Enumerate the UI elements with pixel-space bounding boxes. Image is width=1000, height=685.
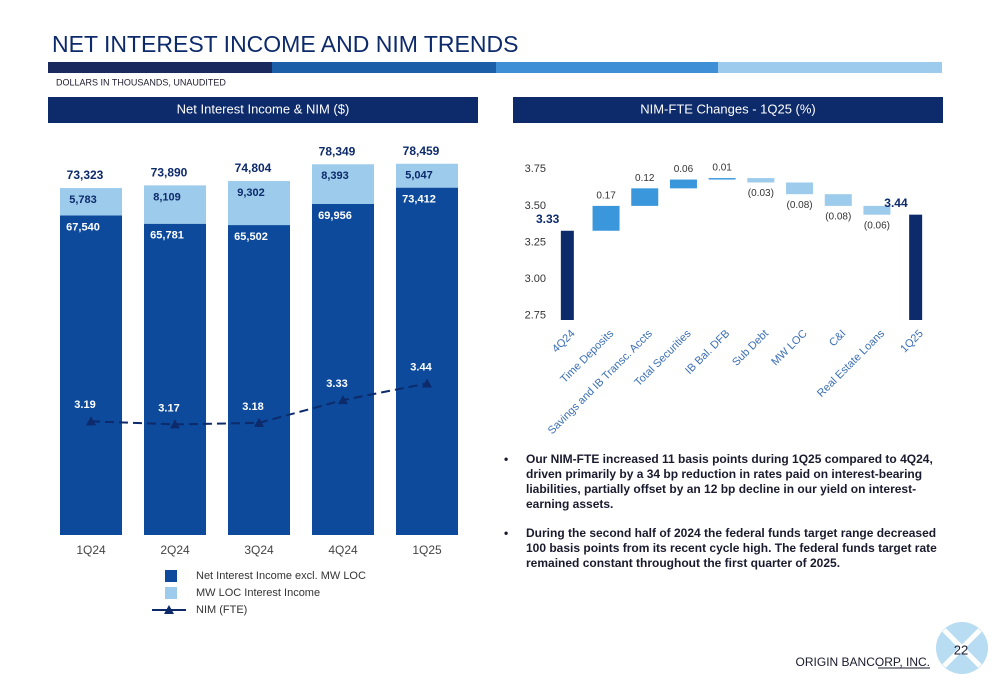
waterfall-bar [708,178,736,180]
waterfall-bar [592,205,620,231]
x-tick-label: MW LOC [769,328,809,368]
bullet: During the second half of 2024 the feder… [500,526,940,571]
x-tick-label: 3Q24 [244,543,274,557]
bar-segment [144,185,206,224]
nim-marker [254,417,264,427]
bar-segment [144,223,206,535]
nim-marker [338,395,348,405]
nim-marker [170,419,180,429]
chart-title: Net Interest Income & NIM ($) [177,101,350,116]
data-label: 0.17 [596,191,616,202]
bar-segment [312,203,374,535]
data-label: (0.03) [748,188,774,199]
title-band [272,62,496,73]
nim-label: 3.44 [410,361,432,373]
legend-swatch [165,587,177,599]
y-tick-label: 3.75 [525,163,546,175]
data-label: 0.01 [712,163,732,174]
x-tick-label: 4Q24 [328,543,358,557]
data-label: 73,412 [402,194,436,206]
waterfall-bar [669,179,697,189]
data-label: 0.06 [674,164,694,175]
x-tick-label: 1Q25 [898,328,926,356]
legend-swatch [165,570,177,582]
total-label: 74,804 [235,161,272,175]
page-number: 22 [954,642,968,657]
legend-label: NIM (FTE) [196,604,247,616]
nim-label: 3.19 [74,399,95,411]
nim-label: 3.18 [242,401,263,413]
bullets: Our NIM-FTE increased 11 basis points du… [500,452,940,585]
chart-header [48,97,478,123]
x-tick-label: C&I [827,328,848,349]
y-tick-label: 3.00 [525,273,546,285]
title-band [496,62,718,73]
logo-mark [942,628,982,668]
bar-segment [228,225,290,535]
waterfall-bar [631,188,659,206]
bar-segment [312,164,374,204]
data-label: 9,302 [237,187,265,199]
waterfall-bar [747,178,775,183]
nim-label: 3.33 [326,378,347,390]
x-tick-label: 4Q24 [550,328,578,356]
waterfall-bar [824,194,852,206]
title-band [48,62,272,73]
subtitle: DOLLARS IN THOUSANDS, UNAUDITED [56,77,226,87]
data-label: 3.44 [884,196,908,210]
x-tick-label: 2Q24 [160,543,190,557]
data-label: 3.33 [536,212,560,226]
chart-header [513,97,943,123]
y-tick-label: 3.25 [525,236,546,248]
bullet: Our NIM-FTE increased 11 basis points du… [500,452,940,512]
waterfall-bar [560,230,574,320]
total-label: 78,459 [403,144,440,158]
nim-marker [86,416,96,426]
total-label: 78,349 [319,144,356,158]
data-label: 67,540 [66,221,100,233]
data-label: (0.08) [786,200,812,211]
x-tick-label: 1Q25 [412,543,442,557]
y-tick-label: 2.75 [525,310,546,322]
x-tick-label: Sub Debt [730,328,771,369]
bar-segment [60,215,122,536]
bar-segment [396,187,458,535]
title-band [718,62,942,73]
data-label: 8,109 [153,191,181,203]
footer-company: ORIGIN BANCORP, INC. [796,655,930,669]
data-label: 65,502 [234,231,268,243]
nim-label: 3.17 [158,402,179,414]
data-label: (0.06) [864,220,890,231]
data-label: 5,047 [405,170,433,182]
bar-segment [60,188,122,216]
total-label: 73,890 [151,166,188,180]
bar-segment [396,163,458,188]
waterfall-bar [863,205,891,215]
x-tick-label: Real Estate Loans [815,327,887,399]
waterfall-bar [786,182,814,195]
data-label: 5,783 [69,194,97,206]
x-tick-label: 1Q24 [76,543,106,557]
data-label: 0.12 [635,173,655,184]
bar-segment [228,181,290,226]
slide-title: NET INTEREST INCOME AND NIM TRENDS [52,31,518,57]
nim-marker [422,378,432,388]
legend-swatch [164,605,174,614]
data-label: 69,956 [318,210,352,222]
data-label: 65,781 [150,230,184,242]
waterfall-bar [909,214,923,320]
legend-label: Net Interest Income excl. MW LOC [196,570,366,582]
data-label: 8,393 [321,170,349,182]
legend-label: MW LOC Interest Income [196,587,320,599]
data-label: (0.08) [825,212,851,223]
chart-title: NIM-FTE Changes - 1Q25 (%) [640,101,816,116]
y-tick-label: 3.50 [525,200,546,212]
total-label: 73,323 [67,168,104,182]
